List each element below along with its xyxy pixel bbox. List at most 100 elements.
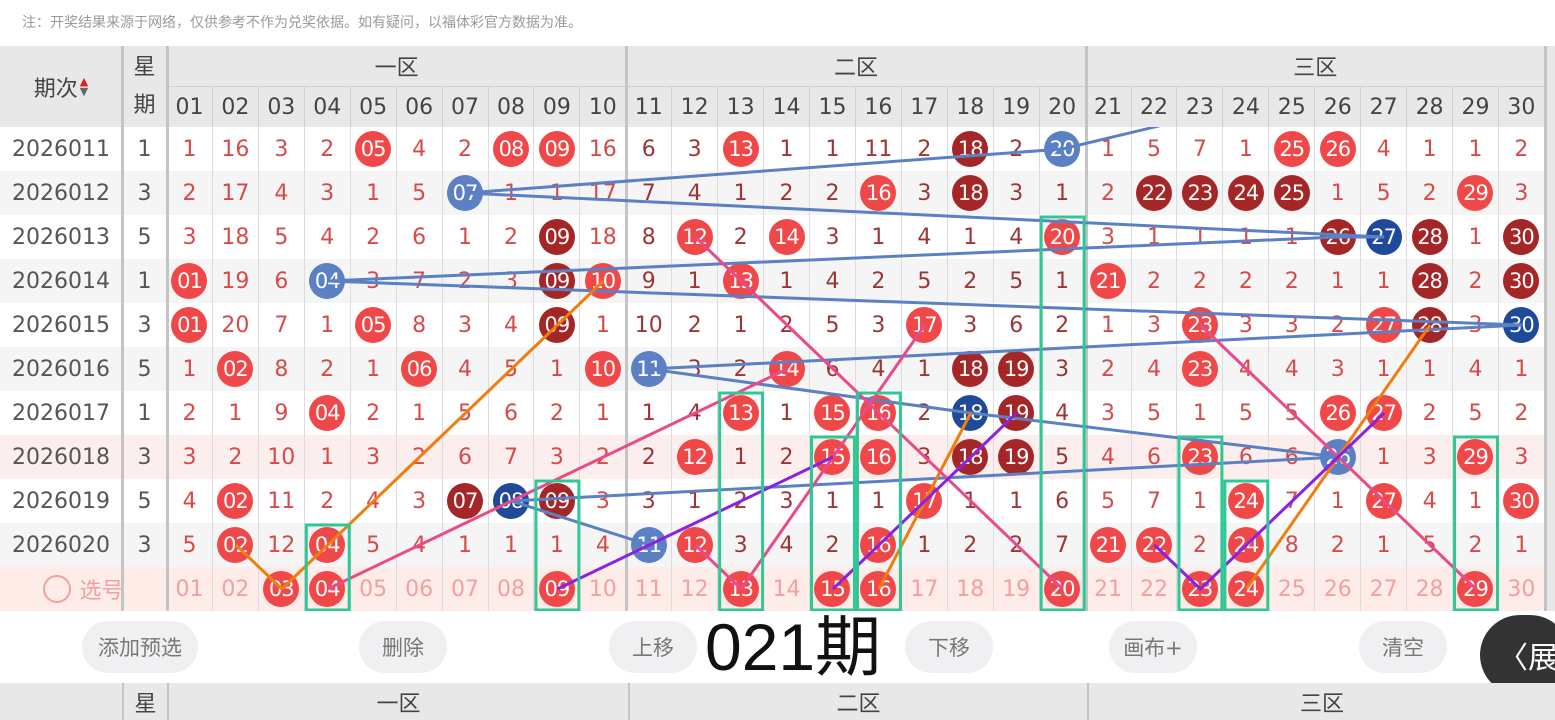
number-header: 11 <box>626 87 673 127</box>
omission-cell: 02 <box>213 479 259 523</box>
add-preselect-button[interactable]: 添加预选 <box>82 621 198 673</box>
omission-cell: 2 <box>718 215 765 259</box>
number-header: 27 <box>1361 87 1408 127</box>
omission-cell: 1 <box>305 303 351 347</box>
omission-cell: 4 <box>489 303 535 347</box>
omission-cell: 2 <box>167 391 213 435</box>
select-number-cell[interactable]: 22 <box>1132 567 1178 611</box>
drawn-number-ball: 20 <box>1044 131 1081 167</box>
drawn-number-ball: 21 <box>1090 263 1127 299</box>
omission-cell: 3 <box>1132 303 1178 347</box>
omission-cell: 1 <box>718 303 765 347</box>
omission-cell: 01 <box>167 303 213 347</box>
highlight-box <box>718 391 765 611</box>
omission-cell: 4 <box>1086 435 1132 479</box>
drawn-number-ball: 22 <box>1135 175 1172 211</box>
select-number-cell[interactable]: 19 <box>994 567 1040 611</box>
move-down-button[interactable]: 下移 <box>905 621 993 673</box>
omission-cell: 2 <box>764 171 810 215</box>
number-header: 01 <box>167 87 213 127</box>
column-divider <box>1084 46 1088 611</box>
omission-cell: 02 <box>213 347 259 391</box>
select-number-cell[interactable]: 16 <box>856 567 902 611</box>
select-number-cell[interactable]: 11 <box>626 567 673 611</box>
select-toggle[interactable]: 选号 <box>0 567 167 611</box>
omission-cell: 11 <box>856 127 902 171</box>
omission-cell: 5 <box>1361 171 1408 215</box>
select-number-cell[interactable]: 21 <box>1086 567 1132 611</box>
select-number-cell[interactable]: 17 <box>902 567 948 611</box>
drawn-number-ball: 06 <box>401 351 438 387</box>
select-number-cell[interactable]: 02 <box>213 567 259 611</box>
select-number-cell[interactable]: 09 <box>534 567 581 611</box>
purple-trend-line <box>831 411 1018 591</box>
omission-cell: 04 <box>305 391 351 435</box>
select-number-cell[interactable]: 24 <box>1223 567 1270 611</box>
omission-cell: 01 <box>167 259 213 303</box>
omission-cell: 3 <box>1269 303 1316 347</box>
omission-cell: 4 <box>1361 127 1408 171</box>
omission-cell: 9 <box>626 259 673 303</box>
omission-cell: 3 <box>1223 303 1270 347</box>
omission-cell: 3 <box>1086 391 1132 435</box>
omission-cell: 6 <box>259 259 305 303</box>
drawn-number-ball: 07 <box>447 483 484 519</box>
week-cell: 5 <box>137 488 152 514</box>
omission-cell: 8 <box>259 347 305 391</box>
drawn-number-ball: 19 <box>998 351 1035 387</box>
drawn-number-ball: 16 <box>860 439 897 475</box>
select-number-cell[interactable]: 07 <box>443 567 489 611</box>
drawn-number-ball: 15 <box>814 439 851 475</box>
select-number-cell[interactable]: 05 <box>351 567 397 611</box>
omission-cell: 26 <box>1315 127 1362 171</box>
omission-cell: 1 <box>1177 391 1224 435</box>
delete-button[interactable]: 删除 <box>359 621 447 673</box>
omission-cell: 2 <box>351 215 397 259</box>
select-number-cell[interactable]: 10 <box>580 567 627 611</box>
canvas-plus-button[interactable]: 画布+ <box>1109 621 1197 673</box>
omission-cell: 2 <box>994 127 1040 171</box>
omission-cell: 1 <box>443 523 489 567</box>
select-number-cell[interactable]: 18 <box>948 567 994 611</box>
select-number-cell[interactable]: 26 <box>1315 567 1362 611</box>
omission-cell: 2 <box>305 127 351 171</box>
omission-cell: 1 <box>902 523 948 567</box>
omission-cell: 18 <box>213 215 259 259</box>
scrollbar[interactable] <box>1547 46 1555 611</box>
omission-cell: 8 <box>626 215 673 259</box>
highlight-box <box>1223 479 1270 611</box>
selected-number-ball[interactable]: 16 <box>860 571 897 607</box>
radio-circle-icon[interactable] <box>43 575 72 603</box>
omission-cell: 2 <box>1177 259 1224 303</box>
omission-cell: 4 <box>764 523 810 567</box>
highlight-box <box>1453 435 1499 611</box>
select-number-cell[interactable]: 28 <box>1407 567 1454 611</box>
move-up-button[interactable]: 上移 <box>609 621 697 673</box>
select-number-cell[interactable]: 01 <box>167 567 213 611</box>
select-number-cell[interactable]: 27 <box>1361 567 1408 611</box>
number-header: 08 <box>488 87 535 127</box>
sort-icon[interactable]: ▲ ▼ <box>79 74 89 98</box>
select-number-cell[interactable]: 06 <box>397 567 443 611</box>
omission-cell: 2 <box>948 523 994 567</box>
omission-cell: 1 <box>1086 303 1132 347</box>
period-header[interactable]: 期次 ▲ ▼ <box>0 46 122 127</box>
zone-header-1: 一区 <box>167 46 627 87</box>
omission-cell: 3 <box>1407 435 1454 479</box>
select-number-cell[interactable]: 25 <box>1269 567 1316 611</box>
omission-cell: 4 <box>443 347 489 391</box>
select-number-cell[interactable]: 04 <box>305 567 351 611</box>
selected-number-ball[interactable]: 04 <box>309 571 346 607</box>
selected-number-ball[interactable]: 09 <box>538 571 575 607</box>
omission-cell: 1 <box>1453 215 1499 259</box>
select-number-cell[interactable]: 08 <box>489 567 535 611</box>
select-number-cell[interactable]: 12 <box>672 567 719 611</box>
omission-cell: 2 <box>213 435 259 479</box>
expand-button[interactable]: 〈展 <box>1480 615 1555 695</box>
footer-week-header: 星 <box>122 683 167 720</box>
select-number-cell[interactable]: 14 <box>764 567 810 611</box>
number-header: 30 <box>1498 87 1545 127</box>
selected-number-ball[interactable]: 24 <box>1227 571 1264 607</box>
clear-button[interactable]: 清空 <box>1359 621 1447 673</box>
omission-cell: 2 <box>1132 259 1178 303</box>
